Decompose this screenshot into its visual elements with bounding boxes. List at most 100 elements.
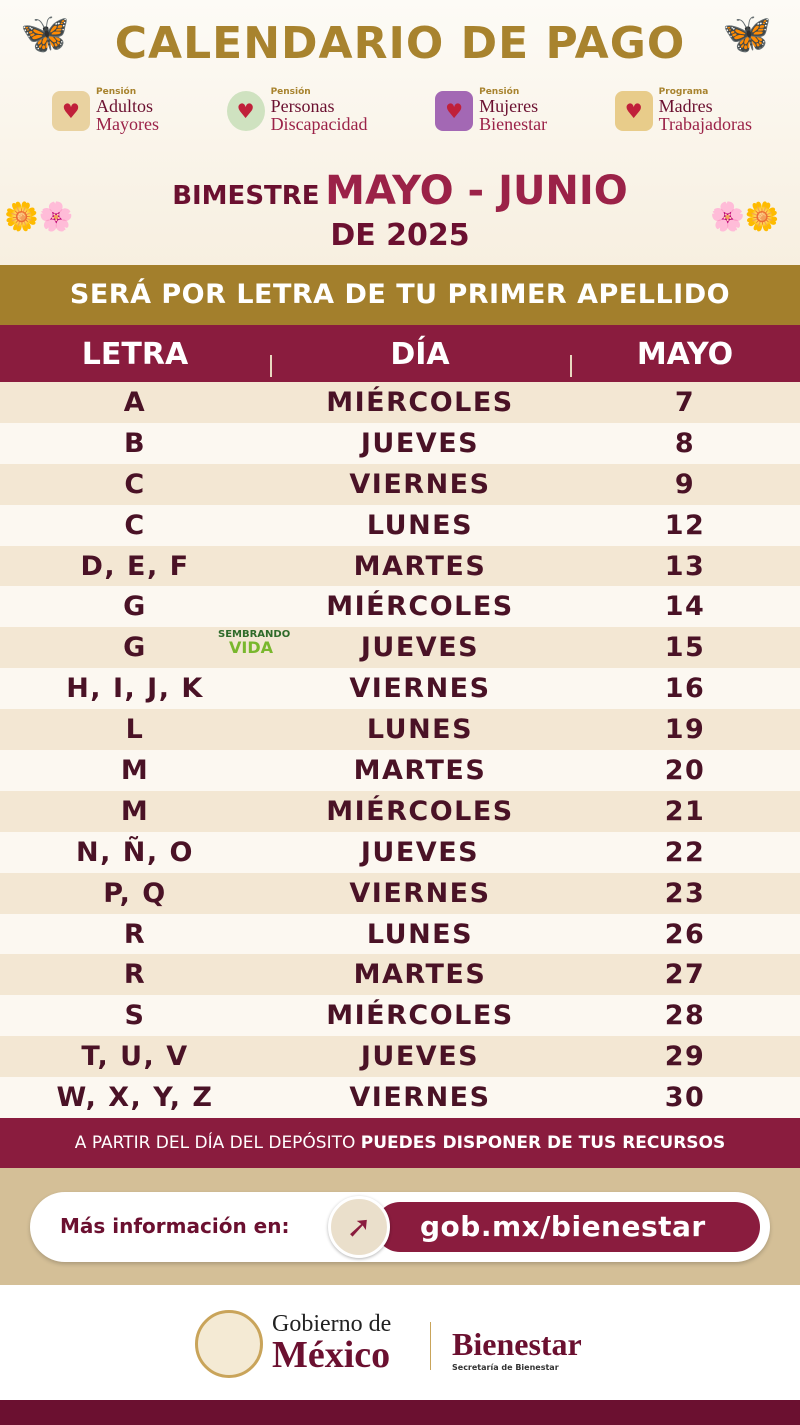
period-year: DE 2025 <box>330 218 470 253</box>
table-row: H, I, J, K VIERNES 16 <box>0 668 800 710</box>
table-row: G MIÉRCOLES 14 <box>0 586 800 628</box>
program-name: Mayores <box>96 114 159 134</box>
day-cell: LUNES <box>366 714 474 746</box>
divider <box>430 1322 431 1370</box>
bienestar-logo: Bienestar Secretaría de Bienestar <box>452 1328 582 1372</box>
letter-cell: L <box>125 714 145 746</box>
letter-cell: M <box>120 755 150 787</box>
letter-cell: C <box>124 468 146 500</box>
table-header: LETRA DÍA MAYO <box>0 325 800 382</box>
gobierno-logo: Gobierno de México <box>272 1312 391 1374</box>
day-cell: MARTES <box>353 755 487 787</box>
flowers-icon: 🌼🌸 <box>4 200 74 233</box>
program-mujeres-bienestar: ♥ Pensión Mujeres Bienestar <box>435 88 547 133</box>
day-cell: MIÉRCOLES <box>326 1000 514 1032</box>
note-text: A PARTIR DEL DÍA DEL DEPÓSITO <box>74 1133 361 1153</box>
table-row: D, E, F MARTES 13 <box>0 545 800 587</box>
page-title: CALENDARIO DE PAGO <box>114 18 686 69</box>
table-row: A MIÉRCOLES 7 <box>0 382 800 423</box>
table-row: N, Ñ, O JUEVES 22 <box>0 831 800 873</box>
program-name: Bienestar <box>479 114 548 134</box>
date-cell: 9 <box>674 468 696 500</box>
date-cell: 12 <box>664 509 706 541</box>
period-months: MAYO - JUNIO <box>325 168 628 214</box>
gob-text: Gobierno de <box>272 1311 392 1337</box>
letter-cell: G <box>123 591 147 623</box>
letter-cell: W, X, Y, Z <box>56 1082 214 1114</box>
day-cell: MARTES <box>353 550 487 582</box>
table-row: B JUEVES 8 <box>0 422 800 464</box>
letter-cell: B <box>123 427 147 459</box>
day-cell: LUNES <box>366 509 474 541</box>
date-cell: 29 <box>664 1041 706 1073</box>
header-dia: DÍA <box>390 337 450 372</box>
letter-cell: D, E, F <box>80 550 190 582</box>
program-personas-discapacidad: ♥ Pensión Personas Discapacidad <box>226 87 368 134</box>
program-kicker: Programa <box>658 87 709 97</box>
table-row: T, U, V JUEVES 29 <box>0 1036 800 1078</box>
date-cell: 14 <box>664 591 706 623</box>
header-letra: LETRA <box>81 337 189 372</box>
table-row: M MIÉRCOLES 21 <box>0 790 800 832</box>
program-name: Mujeres <box>479 96 539 116</box>
date-cell: 20 <box>664 755 706 787</box>
table-row: M MARTES 20 <box>0 750 800 791</box>
bienestar-subtext: Secretaría de Bienestar <box>452 1363 559 1372</box>
gob-text: México <box>272 1334 391 1376</box>
date-cell: 19 <box>664 714 706 746</box>
sembrando-vida-logo: SEMBRANDO VIDA <box>218 630 290 664</box>
day-cell: JUEVES <box>360 1041 480 1073</box>
butterfly-icon: 🦋 <box>20 11 70 57</box>
program-adultos-mayores: ♥ Pensión Adultos Mayores <box>52 88 159 133</box>
day-cell: LUNES <box>366 918 474 950</box>
butterfly-icon: 🦋 <box>722 11 772 57</box>
table-row: L LUNES 19 <box>0 709 800 751</box>
program-name: Madres <box>658 96 713 116</box>
table-row: R LUNES 26 <box>0 913 800 955</box>
divider <box>270 355 272 377</box>
date-cell: 30 <box>664 1082 706 1114</box>
bienestar-text: Bienestar <box>452 1326 582 1362</box>
day-cell: MARTES <box>353 959 487 991</box>
footer <box>0 1285 800 1400</box>
logo-text: SEMBRANDO <box>218 629 291 640</box>
program-name: Discapacidad <box>270 114 368 134</box>
letter-cell: P, Q <box>103 877 167 909</box>
table-row: W, X, Y, Z VIERNES 30 <box>0 1077 800 1119</box>
letter-cell: R <box>123 959 147 991</box>
date-cell: 23 <box>664 877 706 909</box>
letter-cell: T, U, V <box>81 1041 189 1073</box>
table-row: S MIÉRCOLES 28 <box>0 995 800 1037</box>
day-cell: MIÉRCOLES <box>326 795 514 827</box>
flowers-icon: 🌸🌼 <box>710 200 780 233</box>
program-kicker: Pensión <box>270 87 311 97</box>
cursor-icon: ➚ <box>328 1196 390 1258</box>
program-name: Trabajadoras <box>658 114 752 134</box>
info-pill: Más información en: ➚ gob.mx/bienestar <box>30 1192 770 1262</box>
national-seal-logo <box>195 1310 263 1378</box>
day-cell: VIERNES <box>349 673 491 705</box>
date-cell: 16 <box>664 673 706 705</box>
date-cell: 22 <box>664 836 706 868</box>
date-cell: 7 <box>674 387 696 418</box>
website-link[interactable]: gob.mx/bienestar <box>375 1202 760 1252</box>
period-prefix: BIMESTRE <box>172 181 320 211</box>
program-name: Adultos <box>96 96 154 116</box>
program-name: Personas <box>270 96 335 116</box>
program-list: ♥ Pensión Adultos Mayores ♥ Pensión Persona… <box>52 88 752 133</box>
letter-cell: N, Ñ, O <box>76 836 194 868</box>
program-kicker: Pensión <box>479 87 520 97</box>
day-cell: JUEVES <box>360 427 480 459</box>
logo-text: VIDA <box>229 638 273 657</box>
day-cell: VIERNES <box>349 877 491 909</box>
table-row: P, Q VIERNES 23 <box>0 872 800 914</box>
table-row: R MARTES 27 <box>0 954 800 996</box>
day-cell: VIERNES <box>349 1082 491 1114</box>
day-cell: MIÉRCOLES <box>326 591 514 623</box>
elderly-couple-icon: ♥ <box>52 90 90 131</box>
date-cell: 13 <box>664 550 706 582</box>
disability-icon: ♥ <box>226 90 265 131</box>
table-row: G JUEVES 15 <box>0 627 800 669</box>
date-cell: 26 <box>664 918 706 950</box>
period-title: BIMESTRE MAYO - JUNIO <box>0 168 800 214</box>
